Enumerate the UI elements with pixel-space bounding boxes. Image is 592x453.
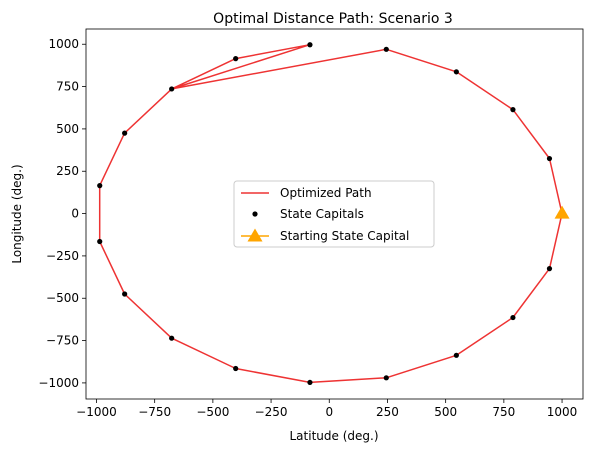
chart-title: Optimal Distance Path: Scenario 3 [213,11,453,27]
y-tick-label: 750 [56,80,79,94]
state-capital-point [383,375,389,381]
legend-marker-state-capitals [252,211,258,217]
state-capital-point [122,130,128,136]
state-capital-point [233,56,239,62]
plot-area [97,42,570,386]
state-capital-point [233,365,239,372]
y-tick-label: −250 [46,249,79,263]
plot-frame [85,28,584,400]
x-axis-label: Latitude (deg.) [290,429,379,443]
x-tick-label: 500 [434,405,457,419]
x-tick-label: 0 [325,405,333,419]
starting-capital-marker [554,205,570,219]
state-capital-point [510,314,516,321]
x-tick-label: −250 [255,405,288,419]
state-capital-point [383,46,389,52]
y-tick-label: 500 [56,122,79,136]
state-capital-point [169,335,175,341]
state-capital-point [307,379,313,386]
y-tick-label: 250 [56,164,79,178]
y-tick-label: −1000 [38,376,79,390]
y-tick-label: 0 [71,207,79,221]
x-tick-label: 750 [492,405,515,419]
state-capital-point [546,155,553,162]
state-capital-point [169,86,175,92]
y-tick-label: −500 [46,291,79,305]
y-axis-label: Longitude (deg.) [10,164,24,263]
legend-label-starting-capital: Starting State Capital [280,229,409,243]
legend-marker-starting-capital [247,228,263,242]
y-tick-label: 1000 [48,37,79,51]
state-capital-point [453,69,459,75]
legend-label-optimized-path: Optimized Path [280,186,372,200]
x-axis: −1000 −750 −500 −250 0 250 500 750 1000 [76,399,577,419]
state-capital-point [97,183,103,189]
y-tick-label: −750 [46,334,79,348]
y-axis: −1000 −750 −500 −250 0 250 500 750 1000 [38,37,86,390]
state-capital-point [97,238,103,245]
x-tick-label: −500 [196,405,229,419]
x-tick-label: 1000 [547,405,578,419]
state-capital-point [122,291,128,297]
legend: Optimized Path State Capitals Starting S… [233,180,435,248]
x-tick-label: −750 [138,405,171,419]
state-capital-point [546,266,553,272]
legend-box [233,180,435,248]
state-capital-point [453,352,459,358]
x-tick-label: 250 [376,405,399,419]
state-capital-point [510,107,516,113]
legend-label-state-capitals: State Capitals [280,207,364,221]
x-tick-label: −1000 [76,405,117,419]
state-capital-point [307,42,313,48]
